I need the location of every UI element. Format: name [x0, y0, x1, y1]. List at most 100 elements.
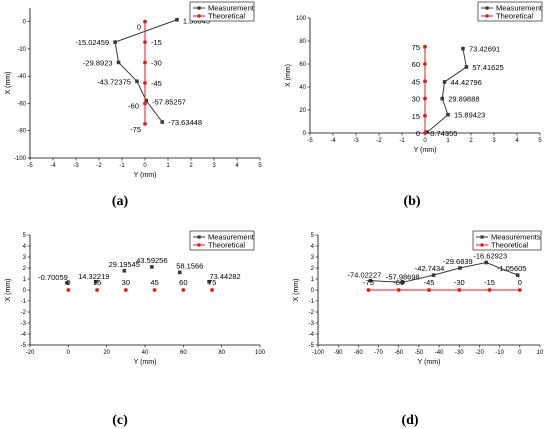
x-tick-label: -4	[330, 138, 336, 144]
theoretical-point	[423, 96, 427, 101]
y-tick-label: -5	[309, 343, 315, 349]
theoretical-point	[423, 131, 427, 135]
theoretical-data-label: -45	[151, 79, 162, 88]
x-tick-label: -50	[415, 350, 424, 356]
chart-panel-1: -5 -4 -3 -2 -1 0 1 2 3 4 5 -100 -80 -60 -40 -20 0 Y (mm) X…	[5, 1, 262, 209]
y-tick-label: 80	[299, 39, 306, 45]
theoretical-data-label: 75	[412, 43, 420, 52]
x-tick-label: -1	[399, 138, 405, 144]
y-tick-label: -2	[309, 310, 315, 316]
x-tick-label: -90	[334, 350, 343, 356]
theoretical-data-label: 45	[150, 278, 158, 287]
y-tick-label: 20	[299, 108, 306, 114]
theoretical-data-label: 45	[412, 77, 420, 86]
theoretical-point	[95, 288, 99, 292]
theoretical-point	[181, 288, 186, 292]
x-tick-label: -80	[354, 350, 363, 356]
x-tick-label: -100	[312, 350, 325, 356]
theoretical-point	[210, 288, 214, 292]
x-tick-label: 0	[143, 163, 147, 169]
y-tick-label: 4	[311, 244, 315, 250]
measurement-data-label: 29.19545	[109, 260, 140, 269]
x-tick-label: 0	[67, 350, 71, 356]
measurement-data-label: -43.72375	[97, 77, 131, 86]
legend-theoretical-label: Theoretical	[208, 241, 245, 250]
y-tick-label: 0	[23, 288, 27, 294]
x-tick-label: 100	[255, 350, 266, 356]
x-tick-label: 3	[492, 138, 496, 144]
measurement-point	[207, 279, 211, 284]
theoretical-point	[423, 79, 427, 84]
measurement-point	[135, 79, 139, 84]
x-axis-label: Y (mm)	[134, 359, 157, 366]
x-tick-label: -70	[374, 350, 383, 356]
measurement-point	[116, 60, 121, 65]
x-axis-label: Y (mm)	[134, 172, 157, 179]
legend-measurement-marker	[485, 6, 489, 10]
panel-label: (d)	[401, 413, 418, 428]
x-tick-label: -4	[50, 163, 56, 169]
theoretical-data-label: 75	[208, 278, 216, 287]
measurement-series-line	[114, 19, 178, 123]
measurement-series-line	[370, 261, 518, 283]
chart-panel-4: -100 -90 -80 -70 -60 -50 -40 -30 -20 -10 0 10-5-4-3…	[293, 230, 544, 428]
legend-measurement-label: Measurements	[491, 233, 541, 242]
legend-theoretical-label: Theoretical	[491, 241, 528, 250]
y-tick-label: 0	[23, 20, 27, 26]
theoretical-data-label: -60	[393, 278, 404, 287]
legend-theoretical-marker	[480, 243, 484, 247]
measurement-data-label: 73.42691	[469, 45, 500, 54]
measurement-data-label: -16.62923	[473, 252, 507, 261]
measurement-data-label: -42.7434	[415, 264, 445, 273]
y-tick-label: 4	[23, 244, 27, 250]
legend-theoretical-marker	[485, 14, 489, 18]
y-tick-label: -20	[17, 47, 26, 53]
y-tick-label: 5	[23, 233, 27, 239]
theoretical-point	[143, 101, 147, 106]
legend-box	[477, 1, 543, 22]
measurement-data-label: 14.32219	[78, 272, 109, 281]
legend-measurement-label: Measurement	[496, 4, 543, 13]
measurement-point	[461, 46, 465, 51]
theoretical-point	[396, 288, 401, 292]
measurement-series-line	[426, 48, 467, 133]
y-tick-label: 5	[311, 233, 315, 239]
x-axis-label: Y (mm)	[418, 359, 441, 366]
measurement-point	[515, 273, 520, 277]
legend-measurement-marker	[480, 235, 484, 239]
x-tick-label: 4	[235, 163, 239, 169]
measurement-point	[484, 260, 489, 265]
theoretical-data-label: 0	[66, 278, 70, 287]
measurement-data-label: -57.85257	[152, 98, 186, 107]
measurement-point	[442, 80, 447, 84]
legend-measurement-label: Measurement	[208, 233, 255, 242]
legend-box	[189, 1, 255, 22]
measurement-data-label: 43.59256	[136, 256, 167, 265]
legend-theoretical-label: Theoretical	[496, 12, 533, 21]
theoretical-data-label: 0	[416, 129, 420, 138]
x-tick-label: 40	[142, 350, 149, 356]
legend-theoretical-marker	[197, 14, 201, 18]
measurement-data-label: 44.42796	[451, 78, 482, 87]
theoretical-point	[457, 288, 462, 292]
x-tick-label: -60	[394, 350, 403, 356]
x-axis-label: Y (mm)	[414, 147, 437, 154]
measurement-point	[144, 98, 148, 103]
theoretical-point	[143, 81, 147, 85]
measurement-point	[400, 280, 405, 285]
theoretical-data-label: 15	[412, 112, 420, 121]
theoretical-data-label: 0	[518, 278, 522, 287]
theoretical-data-label: -30	[454, 278, 465, 287]
measurement-data-label: -57.98698	[386, 272, 420, 281]
y-axis-label: X (mm)	[293, 279, 300, 302]
y-tick-label: 3	[23, 255, 27, 261]
legend-measurement-marker	[197, 6, 201, 10]
x-tick-label: -2	[96, 163, 102, 169]
y-tick-label: -100	[14, 156, 27, 162]
y-tick-label: 100	[296, 16, 307, 22]
x-tick-label: 2	[469, 138, 473, 144]
